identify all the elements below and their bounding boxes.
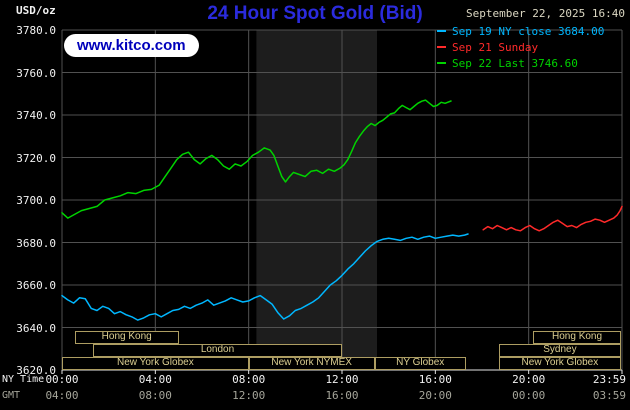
y-axis-tick-label: 3620.0 bbox=[16, 364, 56, 377]
session-box-sydney: Sydney bbox=[499, 344, 621, 357]
x-axis-ny-tick-label: 16:00 bbox=[418, 373, 452, 386]
x-axis-gmt-tick-label: 00:00 bbox=[512, 389, 546, 402]
y-axis-tick-label: 3640.0 bbox=[16, 321, 56, 335]
legend-label: Sep 19 NY close 3684.00 bbox=[452, 24, 605, 38]
session-box-new-york-globex: New York Globex bbox=[499, 357, 621, 370]
x-axis-ny-label: NY Time bbox=[2, 374, 45, 385]
x-axis-ny-tick-label: 12:00 bbox=[325, 373, 359, 386]
legend-item-sep21: Sep 21 Sunday bbox=[437, 39, 604, 55]
x-axis-ny-tick-label: 23:59 bbox=[592, 373, 626, 386]
legend-item-sep22: Sep 22 Last 3746.60 bbox=[437, 55, 604, 71]
price-line-sep21 bbox=[482, 205, 623, 232]
session-box-london: London bbox=[93, 344, 342, 357]
legend: Sep 19 NY close 3684.00 Sep 21 Sunday Se… bbox=[437, 23, 604, 71]
x-axis-gmt-tick-label: 20:00 bbox=[418, 389, 452, 402]
chart-title: 24 Hour Spot Gold (Bid) bbox=[207, 3, 423, 24]
y-axis-tick-label: 3700.0 bbox=[16, 194, 56, 207]
y-axis-tick-label: 3720.0 bbox=[16, 151, 56, 165]
x-axis-gmt-tick-label: 12:00 bbox=[232, 389, 266, 402]
x-axis-gmt-tick-label: 03:59 bbox=[592, 389, 626, 402]
datetime-label: September 22, 2025 16:40 bbox=[466, 7, 625, 20]
y-axis-tick-label: 3780.0 bbox=[16, 24, 56, 37]
x-axis-ny-tick-label: 08:00 bbox=[232, 373, 266, 386]
legend-line-marker bbox=[437, 62, 446, 64]
legend-line-marker bbox=[437, 46, 446, 48]
session-box-hong-kong: Hong Kong bbox=[74, 331, 179, 344]
y-axis-tick-label: 3680.0 bbox=[16, 236, 56, 250]
kitco-watermark-link[interactable]: www.kitco.com bbox=[64, 34, 199, 57]
session-box-hong-kong: Hong Kong bbox=[533, 331, 621, 344]
legend-label: Sep 22 Last 3746.60 bbox=[452, 56, 578, 70]
x-axis-ny-tick-label: 04:00 bbox=[138, 373, 172, 386]
y-axis-tick-label: 3660.0 bbox=[16, 279, 56, 292]
y-axis-tick-label: 3740.0 bbox=[16, 109, 56, 122]
legend-label: Sep 21 Sunday bbox=[452, 40, 539, 54]
x-axis-gmt-tick-label: 08:00 bbox=[138, 389, 172, 402]
price-line-sep22 bbox=[61, 99, 452, 219]
y-axis-units-label: USD/oz bbox=[16, 4, 56, 17]
x-axis-ny-tick-label: 20:00 bbox=[512, 373, 546, 386]
x-axis-ny-tick-label: 00:00 bbox=[45, 373, 79, 386]
x-axis-gmt-tick-label: 04:00 bbox=[45, 389, 79, 402]
session-box-new-york-globex: New York Globex bbox=[62, 357, 249, 370]
x-axis-gmt-tick-label: 16:00 bbox=[325, 389, 359, 402]
legend-line-marker bbox=[437, 30, 446, 32]
x-axis-gmt-label: GMT bbox=[2, 390, 21, 401]
price-line-sep19 bbox=[61, 233, 469, 321]
y-axis-tick-label: 3760.0 bbox=[16, 66, 56, 80]
legend-item-sep19: Sep 19 NY close 3684.00 bbox=[437, 23, 604, 39]
session-box-new-york-nymex: New York NYMEX bbox=[248, 357, 375, 370]
session-box-ny-globex: NY Globex bbox=[374, 357, 466, 370]
